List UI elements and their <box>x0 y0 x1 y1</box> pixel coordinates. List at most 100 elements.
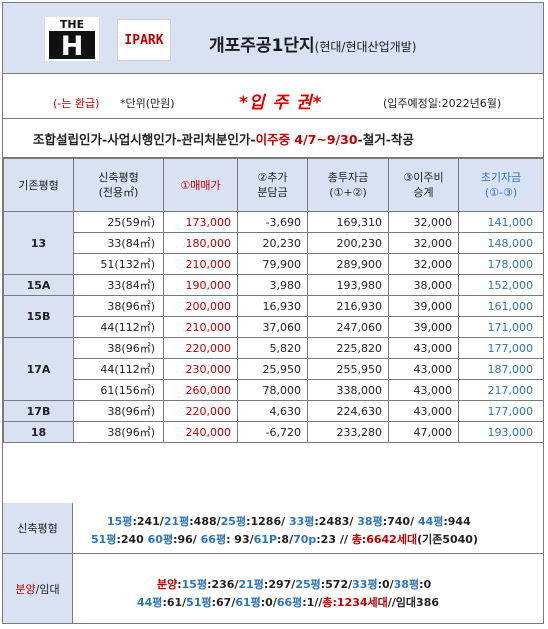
initial-cell: 177,000 <box>458 400 544 422</box>
header-total: 총투자금 (①+②) <box>307 158 389 212</box>
relocation-cell: 43,000 <box>388 379 459 401</box>
text-segment: 15평 <box>107 515 133 528</box>
text-segment: //임대386 <box>387 596 440 609</box>
initial-cell: 217,000 <box>458 379 544 401</box>
initial-cell: 193,000 <box>458 421 544 443</box>
text-segment: 총:6642세대 <box>351 533 418 546</box>
price-cell: 220,000 <box>163 400 238 422</box>
table-header-row: 기존평형 신축평형 (전용㎡) ①매매가 ②추가 분담금 총투자금 (①+②) ③이주… <box>3 158 544 212</box>
text-segment: :61/ <box>162 596 187 609</box>
text-segment: 25평 <box>295 578 321 591</box>
extra-cell: 5,820 <box>237 337 308 359</box>
initial-cell: 177,000 <box>458 337 544 359</box>
text-segment: (기존5040) <box>417 533 478 546</box>
text-segment: :0/ <box>260 596 277 609</box>
text-segment: 25평 <box>220 515 247 528</box>
process-steps-row: 조합설립인가-사업시행인가-관리처분인가-이주중 4/7~9/30-철거-착공 <box>3 119 543 158</box>
new-size-cell: 44(112㎡) <box>73 358 164 380</box>
steps-part2: 이주중 4/7~9/30 <box>255 132 358 147</box>
relocation-cell: 47,000 <box>388 421 459 443</box>
header-price: ①매매가 <box>163 158 238 212</box>
extra-cell: 4,630 <box>237 400 308 422</box>
header-initial: 초기자금 (①-③) <box>458 158 544 212</box>
total-cell: 193,980 <box>307 274 389 296</box>
text-segment: 44평 <box>417 515 444 528</box>
new-sizes-section: 신축평형 15평:241/21평:488/25평:1286/ 33평:2483/… <box>3 503 543 554</box>
extra-cell: 20,230 <box>237 232 308 254</box>
text-segment: 51평 <box>91 533 117 546</box>
initial-cell: 152,000 <box>458 274 544 296</box>
text-segment: 66평 <box>276 596 303 609</box>
total-cell: 200,230 <box>307 232 389 254</box>
initial-cell: 141,000 <box>458 211 544 233</box>
info-row: (-는 환급) *단위(만원) *입 주 권* (입주예정일:2022년6월) <box>3 74 543 119</box>
text-segment: 38평 <box>357 515 383 528</box>
text-segment: :67/ <box>211 596 236 609</box>
apartment-info-sheet: THE H IPARK 개포주공1단지(현대/현대산업개발) (-는 환급) *… <box>2 2 544 624</box>
price-cell: 260,000 <box>163 379 238 401</box>
table-row: 15B 38(96㎡) 200,000 16,930 216,930 39,000 161,… <box>3 295 544 338</box>
relocation-cell: 32,000 <box>388 211 459 233</box>
existing-type-cell: 17A <box>3 337 74 401</box>
text-segment: :1// <box>302 596 323 609</box>
text-segment: :740/ <box>382 515 418 528</box>
sale-rent-line-1: 분양:15평:236/21평:297/25평:572/33평:0/38평:0 <box>157 576 431 592</box>
header-existing: 기존평형 <box>3 158 74 212</box>
initial-cell: 148,000 <box>458 232 544 254</box>
table-row: 18 38(96㎡) 240,000 -6,720 233,280 47,000 193,0… <box>3 421 544 443</box>
table-row: 44(112㎡) 230,000 25,950 255,950 43,000 187,00… <box>4 358 544 380</box>
new-size-cell: 25(59㎡) <box>73 211 164 233</box>
total-cell: 216,930 <box>307 295 389 317</box>
existing-type-cell: 17B <box>3 400 74 422</box>
relocation-cell: 43,000 <box>388 337 459 359</box>
text-segment: :572/ <box>320 578 353 591</box>
table-row: 13 25(59㎡) 173,000 -3,690 169,310 32,000 141,0… <box>3 211 544 275</box>
relocation-cell: 43,000 <box>388 358 459 380</box>
text-segment: :2483/ <box>314 515 358 528</box>
text-segment: 44평 <box>137 596 163 609</box>
text-segment: :8/ <box>277 533 294 546</box>
relocation-cell: 32,000 <box>388 253 459 275</box>
total-cell: 233,280 <box>307 421 389 443</box>
price-cell: 230,000 <box>163 358 238 380</box>
new-size-cell: 61(156㎡) <box>73 379 164 401</box>
total-cell: 247,060 <box>307 316 389 338</box>
text-segment: :23 // <box>316 533 352 546</box>
extra-cell: -6,720 <box>237 421 308 443</box>
ipark-logo: IPARK <box>117 19 171 61</box>
text-segment: 21평 <box>163 515 190 528</box>
new-size-cell: 33(84㎡) <box>73 274 164 296</box>
text-segment: :0 <box>419 578 432 591</box>
negative-note: (-는 환급) <box>53 97 100 110</box>
header-extra: ②추가 분담금 <box>237 158 308 212</box>
process-steps: 조합설립인가-사업시행인가-관리처분인가-이주중 4/7~9/30-철거-착공 <box>33 129 414 148</box>
text-segment: :236/ <box>207 578 239 591</box>
new-sizes-line-1: 15평:241/21평:488/25평:1286/ 33평:2483/ 38평:… <box>107 513 471 529</box>
price-cell: 190,000 <box>163 274 238 296</box>
text-segment: 분양 <box>157 578 178 591</box>
table-body: 13 25(59㎡) 173,000 -3,690 169,310 32,000 141,0… <box>3 211 544 443</box>
initial-cell: 161,000 <box>458 295 544 317</box>
table-row: 61(156㎡) 260,000 78,000 338,000 43,000 217,00… <box>4 379 544 401</box>
text-segment: 61P <box>253 533 278 546</box>
price-cell: 240,000 <box>163 421 238 443</box>
move-in-note: (입주예정일:2022년6월) <box>383 97 502 110</box>
table-row: 51(132㎡) 210,000 79,900 289,900 32,000 178,00… <box>4 253 544 275</box>
text-segment: 70p <box>293 533 317 546</box>
text-segment: 38평 <box>393 578 420 591</box>
sale-rent-line-2: 44평:61/51평:67/61평:0/66평:1//총:1234세대//임대3… <box>137 594 439 610</box>
logo-h-text: H <box>61 31 84 61</box>
steps-part1: 조합설립인가-사업시행인가-관리처분인가- <box>33 132 256 147</box>
header-new-size: 신축평형 (전용㎡) <box>73 158 164 212</box>
total-cell: 224,630 <box>307 400 389 422</box>
existing-type-cell: 13 <box>3 211 74 275</box>
price-cell: 210,000 <box>163 253 238 275</box>
sale-rent-label: 분양/임대 <box>3 554 73 623</box>
existing-type-cell: 15B <box>3 295 74 338</box>
new-size-cell: 38(96㎡) <box>73 337 164 359</box>
existing-type-cell: 15A <box>3 274 74 296</box>
new-sizes-line-2: 51평:240 60평:96/ 66평: 93/61P:8/70p:23 // … <box>91 531 478 547</box>
total-cell: 225,820 <box>307 337 389 359</box>
table-row: 15A 33(84㎡) 190,000 3,980 193,980 38,000 152,0… <box>3 274 544 296</box>
price-cell: 173,000 <box>163 211 238 233</box>
